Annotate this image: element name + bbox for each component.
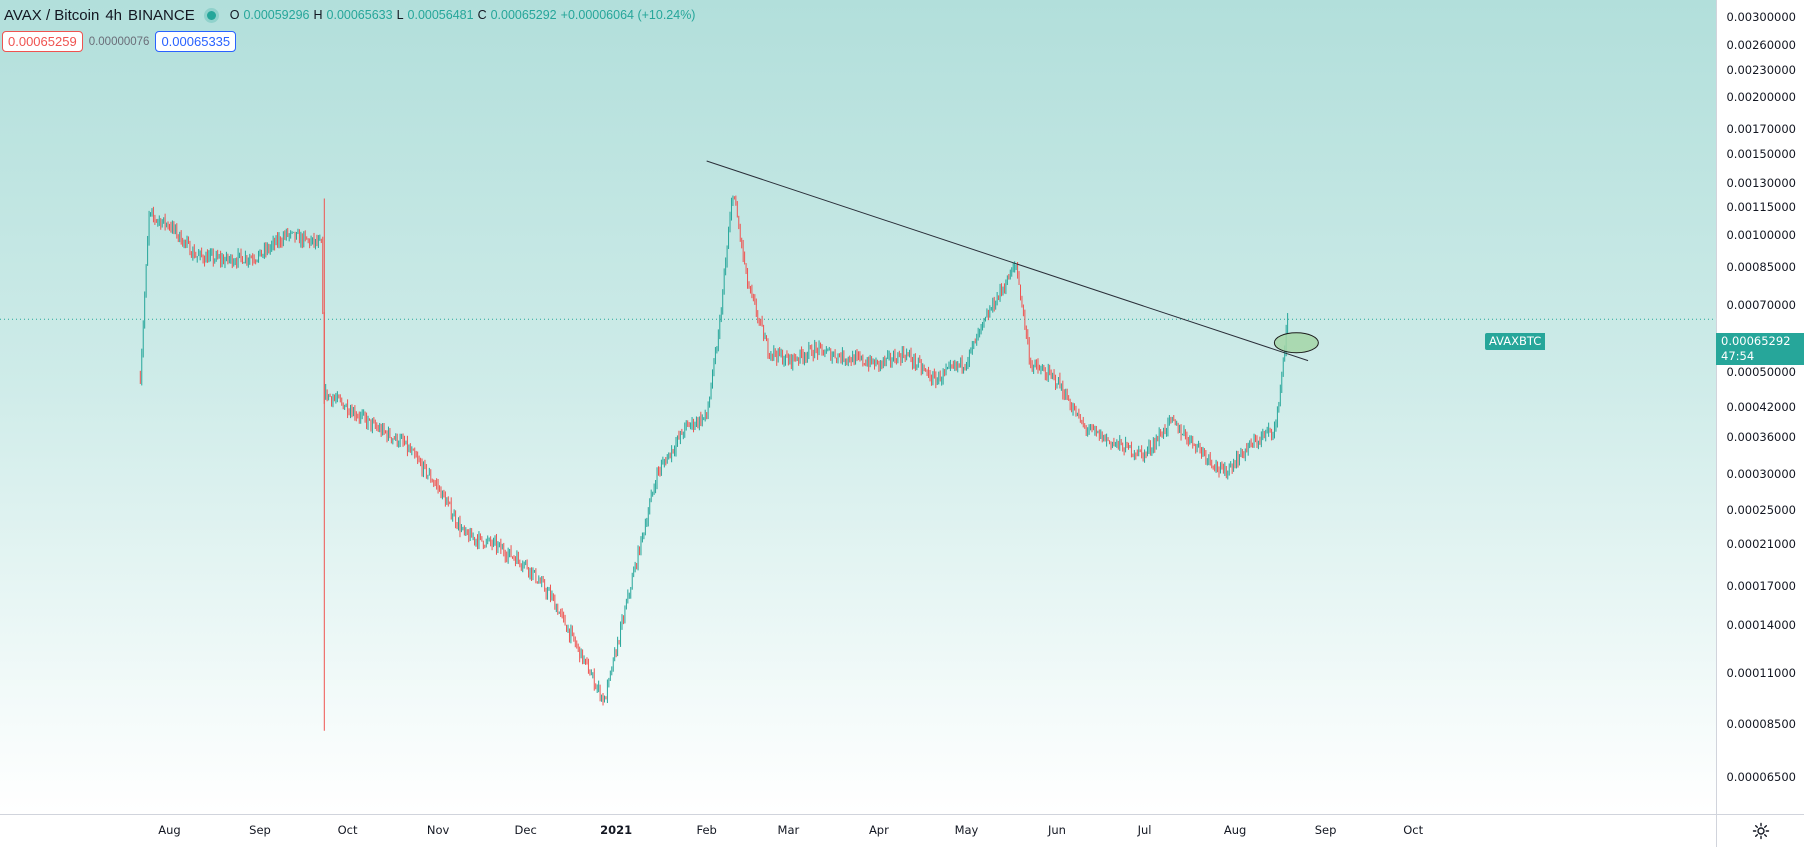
price-tick-label: 0.00150000 — [1726, 147, 1796, 162]
price-chart[interactable] — [0, 0, 1716, 814]
change-value: +0.00006064 (+10.24%) — [560, 8, 696, 22]
price-tick-label: 0.00030000 — [1726, 466, 1796, 481]
price-tick-label: 0.00230000 — [1726, 62, 1796, 77]
market-status-icon[interactable] — [206, 10, 216, 20]
low-label: L — [396, 8, 404, 22]
price-tick-label: 0.00130000 — [1726, 175, 1796, 190]
time-tick-label: 2021 — [600, 823, 633, 837]
low-value: 0.00056481 — [407, 8, 474, 22]
time-tick-label: Oct — [337, 823, 358, 837]
time-tick-label: Oct — [1403, 823, 1424, 837]
price-tick-label: 0.00017000 — [1726, 579, 1796, 594]
open-label: O — [229, 8, 240, 22]
price-tick-label: 0.00260000 — [1726, 38, 1796, 53]
price-tick-label: 0.00006500 — [1726, 769, 1796, 784]
exchange-label: BINANCE — [128, 6, 195, 24]
symbol-price-tag: AVAXBTC — [1485, 333, 1546, 350]
ellipse-drawing[interactable] — [1273, 332, 1319, 354]
price-tick-label: 0.00008500 — [1726, 716, 1796, 731]
price-tick-label: 0.00011000 — [1726, 665, 1796, 680]
trendline-drawing[interactable] — [706, 160, 1309, 362]
last-price-tag: 0.00065292 47:54 — [1716, 333, 1804, 365]
price-tick-label: 0.00085000 — [1726, 259, 1796, 274]
time-tick-label: May — [954, 823, 979, 837]
spread-value: 0.00000076 — [88, 35, 150, 48]
gear-icon — [1752, 822, 1770, 840]
high-value: 0.00065633 — [326, 8, 393, 22]
price-tick-label: 0.00021000 — [1726, 537, 1796, 552]
price-tick-label: 0.00070000 — [1726, 298, 1796, 313]
symbol-name[interactable]: AVAX / Bitcoin — [4, 6, 100, 24]
time-axis[interactable]: Aug Sep Oct Nov Dec 2021 Feb Mar Apr May Jun Jul Aug… — [0, 814, 1716, 847]
price-tick-label: 0.00170000 — [1726, 122, 1796, 137]
price-tick-label: 0.00200000 — [1726, 90, 1796, 105]
buy-button[interactable]: 0.00065335 — [155, 31, 237, 52]
price-tick-label: 0.00300000 — [1726, 9, 1796, 24]
time-tick-label: Sep — [1314, 823, 1337, 837]
price-tick-label: 0.00115000 — [1726, 199, 1796, 214]
price-axis[interactable]: 0.00300000 0.00260000 0.00230000 0.00200000… — [1716, 0, 1804, 814]
time-tick-label: Dec — [514, 823, 537, 837]
price-tick-label: 0.00050000 — [1726, 365, 1796, 380]
time-tick-label: Jul — [1137, 823, 1152, 837]
price-tick-label: 0.00042000 — [1726, 399, 1796, 414]
buy-sell-panel: 0.00065259 0.00000076 0.00065335 — [2, 31, 237, 52]
time-tick-label: Sep — [249, 823, 271, 837]
time-tick-label: Feb — [696, 823, 717, 837]
last-price-value: 0.00065292 — [1721, 334, 1791, 348]
time-tick-label: Aug — [1223, 823, 1247, 837]
high-label: H — [313, 8, 323, 22]
price-tick-label: 0.00014000 — [1726, 617, 1796, 632]
close-value: 0.00065292 — [490, 8, 557, 22]
time-tick-label: Jun — [1047, 823, 1066, 837]
price-tick-label: 0.00025000 — [1726, 502, 1796, 517]
price-tick-label: 0.00100000 — [1726, 227, 1796, 242]
ohlc-values: O 0.00059296 H 0.00065633 L 0.00056481 C 0.0… — [230, 8, 696, 22]
bar-countdown: 47:54 — [1721, 349, 1755, 363]
close-label: C — [477, 8, 487, 22]
settings-button[interactable] — [1716, 814, 1804, 847]
candles — [139, 195, 1289, 731]
time-tick-label: Apr — [868, 823, 889, 837]
price-tick-label: 0.00036000 — [1726, 430, 1796, 445]
open-value: 0.00059296 — [243, 8, 310, 22]
sell-button[interactable]: 0.00065259 — [2, 31, 83, 52]
time-tick-label: Mar — [777, 823, 800, 837]
time-tick-label: Nov — [426, 823, 450, 837]
interval-label[interactable]: 4h — [105, 6, 123, 24]
time-tick-label: Aug — [158, 823, 181, 837]
